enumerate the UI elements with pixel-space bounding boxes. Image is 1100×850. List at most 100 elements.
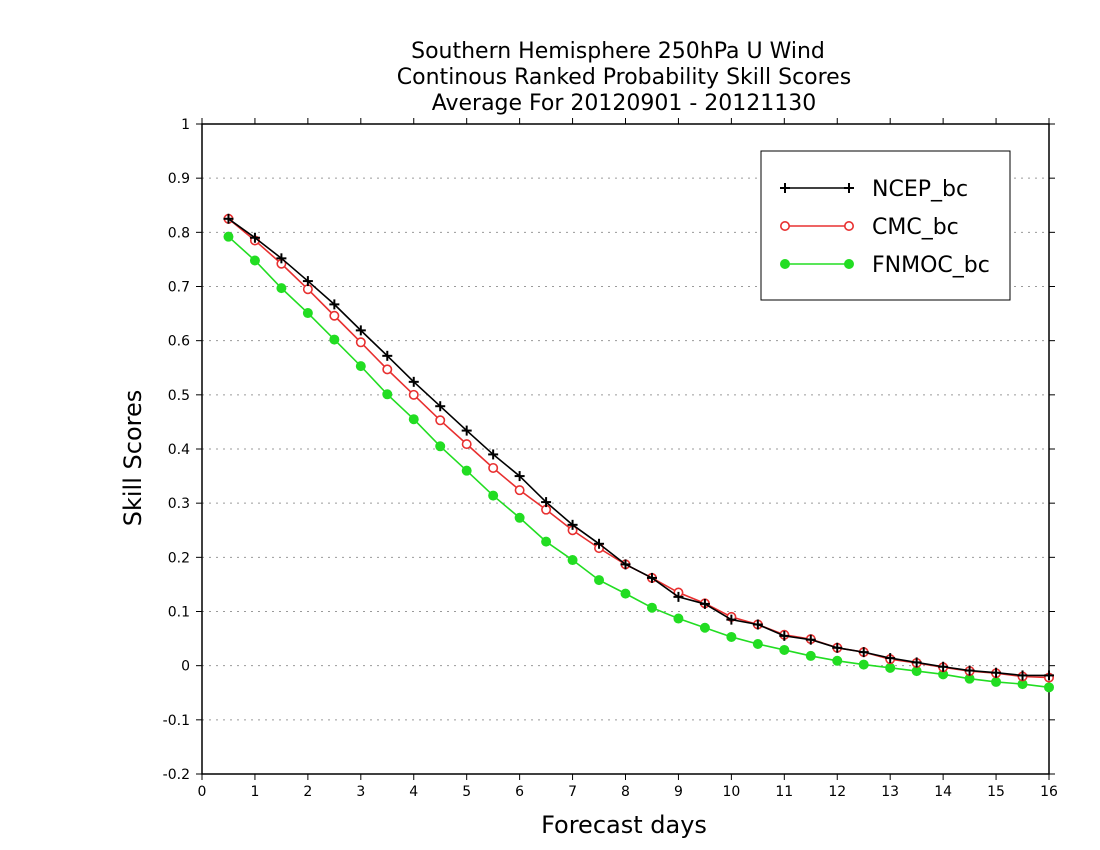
data-point-ncep-bc — [1017, 670, 1028, 681]
data-point-ncep-bc — [673, 591, 684, 602]
data-point-cmc-bc — [329, 310, 340, 321]
data-point-fnmoc-bc — [249, 255, 260, 266]
data-point-cmc-bc — [355, 337, 366, 348]
legend-label-fnmoc-bc: FNMOC_bc — [872, 253, 990, 278]
data-point-ncep-bc — [752, 619, 763, 630]
data-point-ncep-bc — [355, 325, 366, 336]
data-point-fnmoc-bc — [223, 231, 234, 242]
data-point-ncep-bc — [858, 647, 869, 658]
y-tick-label: 0.9 — [168, 171, 190, 187]
axes: -0.2-0.100.10.20.30.40.50.60.70.80.910 1 2… — [163, 117, 1058, 800]
data-point-fnmoc-bc — [514, 512, 525, 523]
data-point-fnmoc-bc — [885, 662, 896, 673]
data-point-cmc-bc — [302, 284, 313, 295]
series-fnmoc-bc — [223, 231, 1054, 693]
data-point-fnmoc-bc — [620, 588, 631, 599]
data-point-fnmoc-bc — [594, 575, 605, 586]
data-point-fnmoc-bc — [355, 361, 366, 372]
data-point-fnmoc-bc — [858, 659, 869, 670]
data-point-cmc-bc — [435, 415, 446, 426]
data-point-ncep-bc — [435, 401, 446, 412]
data-point-cmc-bc — [408, 389, 419, 400]
y-tick-label: -0.1 — [163, 713, 190, 729]
y-tick-label: 0.8 — [168, 225, 190, 241]
plot-series — [223, 213, 1055, 693]
data-point-ncep-bc — [302, 276, 313, 287]
y-tick-label: 0.3 — [168, 496, 190, 512]
data-point-fnmoc-bc — [832, 655, 843, 666]
x-tick-label: 2 — [303, 784, 312, 800]
data-point-fnmoc-bc — [779, 644, 790, 655]
x-tick-label: 7 — [568, 784, 577, 800]
legend-marker-cmc-bc — [779, 221, 790, 232]
data-point-ncep-bc — [408, 376, 419, 387]
data-point-ncep-bc — [779, 630, 790, 641]
y-axis-label: Skill Scores — [119, 390, 147, 527]
x-tick-label: 1 — [250, 784, 259, 800]
y-tick-label: 0.2 — [168, 550, 190, 566]
data-point-fnmoc-bc — [435, 441, 446, 452]
legend-label-cmc-bc: CMC_bc — [872, 215, 959, 240]
chart-title-line-1: Southern Hemisphere 250hPa U Wind — [411, 39, 825, 64]
data-point-fnmoc-bc — [302, 308, 313, 319]
legend-marker-ncep-bc — [780, 183, 790, 193]
x-tick-label: 15 — [987, 784, 1005, 800]
data-point-ncep-bc — [223, 213, 234, 224]
y-tick-label: 0.5 — [168, 388, 190, 404]
data-point-cmc-bc — [514, 485, 525, 496]
data-point-ncep-bc — [991, 667, 1002, 678]
x-tick-label: 11 — [775, 784, 793, 800]
legend-marker-fnmoc-bc — [780, 259, 790, 269]
y-tick-label: 0.6 — [168, 334, 190, 350]
x-tick-label: 5 — [462, 784, 471, 800]
x-tick-label: 6 — [515, 784, 524, 800]
data-point-fnmoc-bc — [276, 283, 287, 294]
data-point-cmc-bc — [382, 364, 393, 375]
data-point-ncep-bc — [329, 299, 340, 310]
data-point-ncep-bc — [699, 598, 710, 609]
data-point-ncep-bc — [726, 614, 737, 625]
y-tick-label: -0.2 — [163, 767, 190, 783]
legend-marker-ncep-bc — [844, 183, 854, 193]
data-point-cmc-bc — [461, 439, 472, 450]
x-axis-label: Forecast days — [541, 811, 707, 839]
data-point-cmc-bc — [488, 462, 499, 473]
data-point-ncep-bc — [646, 572, 657, 583]
data-point-fnmoc-bc — [646, 602, 657, 613]
data-point-fnmoc-bc — [805, 650, 816, 661]
data-point-ncep-bc — [620, 559, 631, 570]
data-point-fnmoc-bc — [408, 414, 419, 425]
data-point-ncep-bc — [382, 350, 393, 361]
x-tick-label: 16 — [1040, 784, 1058, 800]
legend-item-fnmoc-bc: FNMOC_bc — [780, 253, 990, 278]
data-point-fnmoc-bc — [329, 334, 340, 345]
x-tick-label: 12 — [828, 784, 846, 800]
series-ncep-bc — [223, 213, 1054, 681]
data-point-fnmoc-bc — [488, 490, 499, 501]
data-point-fnmoc-bc — [726, 631, 737, 642]
data-point-ncep-bc — [964, 665, 975, 676]
data-point-ncep-bc — [461, 425, 472, 436]
data-point-fnmoc-bc — [752, 639, 763, 649]
x-tick-label: 14 — [934, 784, 952, 800]
data-point-ncep-bc — [1044, 670, 1054, 681]
data-point-fnmoc-bc — [673, 613, 684, 624]
data-point-ncep-bc — [911, 657, 922, 668]
y-tick-label: 0.7 — [168, 280, 190, 296]
data-point-ncep-bc — [541, 497, 552, 508]
y-tick-label: 0 — [181, 659, 190, 675]
data-point-fnmoc-bc — [991, 676, 1002, 687]
data-point-ncep-bc — [938, 661, 949, 672]
data-point-ncep-bc — [514, 471, 525, 482]
x-tick-label: 10 — [722, 784, 740, 800]
data-point-fnmoc-bc — [1044, 682, 1054, 693]
data-point-ncep-bc — [249, 232, 260, 243]
x-tick-label: 9 — [674, 784, 683, 800]
data-point-fnmoc-bc — [541, 536, 552, 547]
data-point-ncep-bc — [276, 253, 287, 264]
data-point-ncep-bc — [567, 519, 578, 530]
data-point-ncep-bc — [488, 449, 499, 460]
x-tick-label: 4 — [409, 784, 418, 800]
chart-title-line-3: Average For 20120901 - 20121130 — [432, 91, 817, 116]
